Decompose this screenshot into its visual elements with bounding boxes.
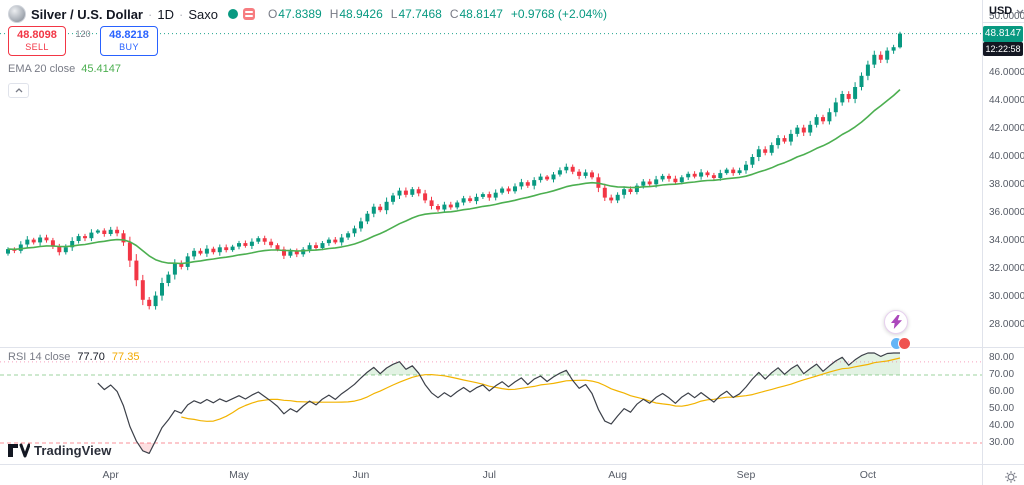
sell-label: SELL	[25, 42, 49, 52]
high-value: 48.9426	[339, 7, 383, 21]
rsi-value: 77.70	[77, 351, 105, 363]
market-status-icon	[227, 9, 238, 19]
account-coin-red-icon	[897, 337, 911, 350]
trade-panel: 48.8098 SELL 120 48.8218 BUY	[8, 26, 158, 56]
rsi-axis-label: 70.00	[989, 369, 1015, 380]
exchange-label[interactable]: Saxo	[188, 6, 218, 22]
close-label: C	[449, 7, 459, 21]
price-axis-label: 28.0000	[989, 319, 1024, 330]
close-value: 48.8147	[459, 7, 503, 21]
time-axis-label: Jul	[482, 469, 496, 481]
sell-button[interactable]: 48.8098 SELL	[8, 26, 66, 56]
high-label: H	[329, 7, 339, 21]
price-axis-label: 40.0000	[989, 151, 1024, 162]
price-axis-label: 42.0000	[989, 123, 1024, 134]
symbol-logo-icon	[8, 5, 26, 23]
data-feed-icon	[242, 8, 255, 20]
ohlc-close: C 48.8147	[450, 7, 503, 21]
change-value: +0.9768 (+2.04%)	[510, 7, 607, 21]
price-axis-label: 50.0000	[989, 11, 1024, 22]
collapse-pane-button[interactable]	[8, 83, 29, 98]
chevron-down-icon	[1016, 9, 1024, 14]
quick-trade-button[interactable]	[884, 310, 908, 334]
rsi-ma-value: 77.35	[111, 351, 140, 363]
rsi-label: RSI 14 close	[8, 351, 71, 363]
time-axis-label: Apr	[102, 469, 119, 481]
last-price-badge: 48.8147	[983, 25, 1023, 42]
symbol-title[interactable]: Silver / U.S. Dollar	[31, 6, 143, 22]
ohlc-values: O 47.8389 H 48.9426 L 47.7468 C 48.8147 +0.9…	[268, 7, 607, 21]
time-axis-label: Aug	[608, 469, 627, 481]
rsi-axis-label: 60.00	[989, 386, 1015, 397]
time-axis-label: Sep	[736, 469, 756, 481]
tradingview-wordmark: TradingView	[34, 443, 112, 458]
separator-dot: ·	[148, 6, 153, 22]
time-axis-label: Jun	[352, 469, 370, 481]
buy-label: BUY	[119, 42, 139, 52]
ohlc-low: L 47.7468	[391, 7, 442, 21]
currency-label: USD	[989, 5, 1013, 17]
price-axis-label: 34.0000	[989, 235, 1024, 246]
symbol-header: Silver / U.S. Dollar · 1D · Saxo O 47.838…	[8, 5, 607, 23]
currency-selector[interactable]: USD	[989, 5, 1024, 17]
interval-label[interactable]: 1D	[157, 6, 174, 22]
rsi-axis-label: 30.00	[989, 437, 1015, 448]
rsi-axis-label: 80.00	[989, 352, 1015, 363]
ema-value: 45.4147	[81, 63, 122, 75]
time-axis-separator	[0, 464, 1024, 465]
rsi-axis-label: 50.00	[989, 403, 1015, 414]
time-axis[interactable]: Apr May Jun Jul Aug Sep Oct	[0, 465, 982, 485]
open-label: O	[267, 7, 278, 21]
pane-separator[interactable]	[0, 347, 1024, 348]
countdown-badge: 12:22:58	[983, 41, 1023, 56]
ema-indicator-legend[interactable]: EMA 20 close 45.4147	[8, 63, 121, 75]
ema-label: EMA 20 close	[8, 63, 76, 75]
lightning-icon	[890, 315, 902, 329]
price-axis-label: 36.0000	[989, 207, 1024, 218]
tradingview-mark-icon	[8, 443, 30, 458]
price-axis-label: 46.0000	[989, 67, 1024, 78]
low-label: L	[390, 7, 398, 21]
price-axis[interactable]: 50.0000 46.0000 44.0000 42.0000 40.0000 38.00…	[982, 0, 1024, 485]
sell-price: 48.8098	[17, 29, 57, 41]
tradingview-logo[interactable]: TradingView	[8, 443, 111, 458]
low-value: 47.7468	[398, 7, 442, 21]
price-axis-label: 32.0000	[989, 263, 1024, 274]
price-axis-label: 30.0000	[989, 291, 1024, 302]
price-axis-label: 44.0000	[989, 95, 1024, 106]
time-axis-label: Oct	[859, 469, 877, 481]
time-axis-label: May	[229, 469, 249, 481]
rsi-indicator-legend[interactable]: RSI 14 close 77.70 77.35	[8, 351, 139, 363]
buy-price: 48.8218	[109, 29, 149, 41]
buy-button[interactable]: 48.8218 BUY	[100, 26, 158, 56]
chevron-up-icon	[15, 88, 22, 93]
price-axis-label: 38.0000	[989, 179, 1024, 190]
axis-header-divider	[983, 22, 1024, 23]
spread-value: 120	[75, 29, 91, 39]
ohlc-high: H 48.9426	[330, 7, 383, 21]
open-value: 47.8389	[278, 7, 322, 21]
accounts-button[interactable]	[886, 336, 914, 351]
ohlc-open: O 47.8389	[268, 7, 322, 21]
time-axis-settings-button[interactable]	[1003, 469, 1019, 485]
rsi-axis-label: 40.00	[989, 420, 1015, 431]
gear-icon	[1005, 471, 1017, 483]
separator-dot: ·	[178, 6, 184, 22]
